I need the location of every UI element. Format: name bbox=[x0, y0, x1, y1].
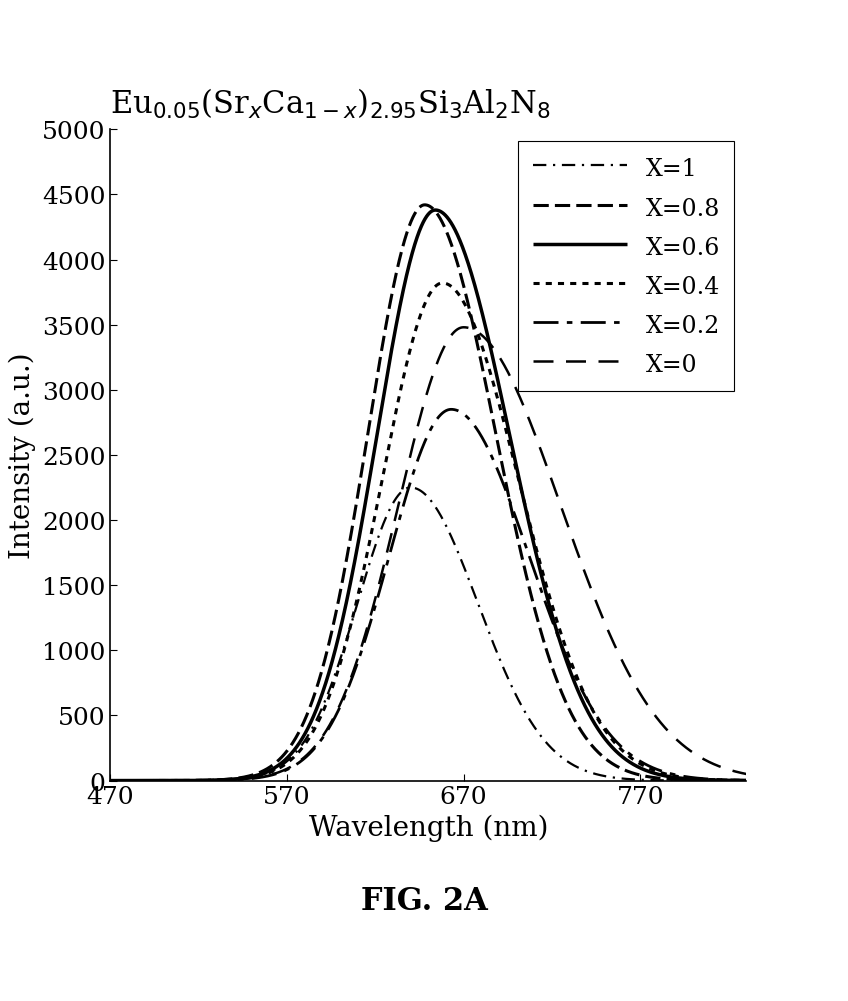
X=1 bbox=[178, 775, 188, 787]
X=0.6 bbox=[661, 770, 671, 782]
X=0 bbox=[105, 775, 115, 787]
X=0.2 bbox=[446, 404, 456, 416]
X=0.8 bbox=[105, 775, 115, 787]
X=1 bbox=[349, 609, 360, 621]
X=0.6 bbox=[741, 775, 751, 787]
X=0.2 bbox=[741, 775, 751, 787]
X=0.4 bbox=[661, 768, 671, 780]
X=0 bbox=[728, 766, 739, 778]
Line: X=0.2: X=0.2 bbox=[110, 410, 746, 781]
X=1 bbox=[661, 775, 671, 787]
X=0.2 bbox=[661, 767, 671, 779]
X=0.6 bbox=[377, 401, 387, 413]
Text: Eu$_{0.05}$(Sr$_x$Ca$_{1-x}$)$_{2.95}$Si$_3$Al$_2$N$_8$: Eu$_{0.05}$(Sr$_x$Ca$_{1-x}$)$_{2.95}$Si… bbox=[110, 86, 551, 120]
X=0.2 bbox=[178, 775, 188, 787]
X=1 bbox=[741, 775, 751, 787]
X=0.2 bbox=[215, 775, 226, 787]
X=0.4 bbox=[741, 775, 751, 787]
Legend: X=1, X=0.8, X=0.6, X=0.4, X=0.2, X=0: X=1, X=0.8, X=0.6, X=0.4, X=0.2, X=0 bbox=[518, 142, 734, 391]
X=1 bbox=[405, 482, 416, 494]
X=0.6 bbox=[178, 775, 188, 787]
X=0 bbox=[459, 322, 469, 334]
X=0.4 bbox=[349, 606, 360, 618]
X-axis label: Wavelength (nm): Wavelength (nm) bbox=[309, 814, 548, 842]
X=0.2 bbox=[349, 667, 360, 679]
X=0.8 bbox=[178, 775, 188, 787]
Line: X=0.4: X=0.4 bbox=[110, 283, 746, 781]
X=0.6 bbox=[430, 205, 440, 217]
X=0.4 bbox=[105, 775, 115, 787]
X=0.8 bbox=[741, 775, 751, 787]
X=0.2 bbox=[728, 775, 739, 787]
X=1 bbox=[215, 775, 226, 787]
X=1 bbox=[105, 775, 115, 787]
X=0.2 bbox=[377, 578, 387, 590]
X=0 bbox=[215, 775, 226, 787]
X=0.6 bbox=[215, 774, 226, 786]
X=0.8 bbox=[377, 344, 387, 356]
X=0.8 bbox=[661, 773, 671, 785]
X=0.4 bbox=[377, 476, 387, 488]
Text: FIG. 2A: FIG. 2A bbox=[360, 886, 488, 916]
X=0 bbox=[349, 664, 360, 676]
X=0 bbox=[741, 768, 751, 780]
Y-axis label: Intensity (a.u.): Intensity (a.u.) bbox=[9, 352, 36, 559]
X=0.2 bbox=[105, 775, 115, 787]
X=1 bbox=[728, 775, 739, 787]
X=0.8 bbox=[728, 775, 739, 787]
X=0.6 bbox=[349, 559, 360, 571]
X=0.4 bbox=[728, 775, 739, 787]
X=0.6 bbox=[105, 775, 115, 787]
X=0.4 bbox=[178, 775, 188, 787]
X=0.8 bbox=[420, 199, 430, 211]
X=0.4 bbox=[438, 277, 448, 289]
X=0 bbox=[377, 569, 387, 581]
Line: X=0.8: X=0.8 bbox=[110, 205, 746, 781]
Line: X=0.6: X=0.6 bbox=[110, 211, 746, 781]
X=0 bbox=[178, 775, 188, 787]
X=1 bbox=[377, 523, 387, 535]
X=0.8 bbox=[349, 511, 360, 523]
X=0 bbox=[661, 723, 671, 735]
Line: X=1: X=1 bbox=[110, 488, 746, 781]
X=0.6 bbox=[728, 775, 739, 787]
Line: X=0: X=0 bbox=[110, 328, 746, 781]
X=0.4 bbox=[215, 774, 226, 786]
X=0.8 bbox=[215, 774, 226, 786]
